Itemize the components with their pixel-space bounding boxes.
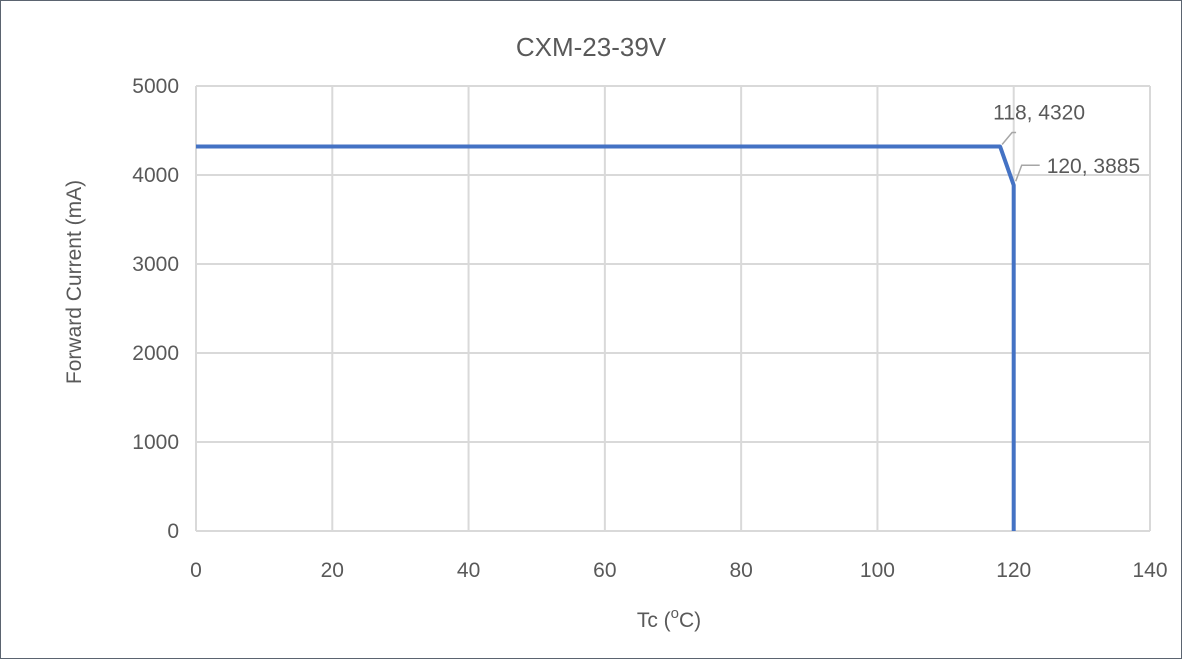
x-axis-label: Tc (oC) <box>637 605 701 632</box>
x-tick-labels: 0 20 40 60 80 100 120 140 <box>190 559 1167 582</box>
y-tick-label: 1000 <box>132 431 179 454</box>
x-axis-label-end: C) <box>679 609 701 632</box>
x-tick-label: 120 <box>996 559 1031 582</box>
x-axis-label-sup: o <box>671 605 679 622</box>
x-axis-label-main: Tc ( <box>637 609 671 632</box>
x-tick-label: 20 <box>321 559 344 582</box>
grid <box>195 85 1151 532</box>
chart-title: CXM-23-39V <box>516 32 667 62</box>
x-tick-label: 0 <box>190 559 202 582</box>
x-tick-label: 100 <box>860 559 895 582</box>
x-tick-label: 40 <box>457 559 480 582</box>
data-labels: 118, 4320 120, 3885 <box>993 102 1140 182</box>
series-line <box>196 144 1016 531</box>
y-tick-label: 2000 <box>132 342 179 365</box>
x-tick-label: 140 <box>1132 559 1167 582</box>
y-tick-label: 0 <box>167 520 179 543</box>
y-tick-label: 5000 <box>132 75 179 98</box>
data-label-leader <box>1015 164 1040 182</box>
x-tick-label: 80 <box>729 559 752 582</box>
y-tick-label: 3000 <box>132 253 179 276</box>
data-label: 118, 4320 <box>993 102 1085 125</box>
data-label-leader <box>1001 131 1017 146</box>
x-tick-label: 60 <box>593 559 616 582</box>
series <box>196 144 1016 531</box>
y-tick-labels: 0 1000 2000 3000 4000 5000 <box>132 75 179 543</box>
data-label: 120, 3885 <box>1047 155 1140 178</box>
y-tick-label: 4000 <box>132 164 179 187</box>
y-axis-label: Forward Current (mA) <box>63 180 86 384</box>
